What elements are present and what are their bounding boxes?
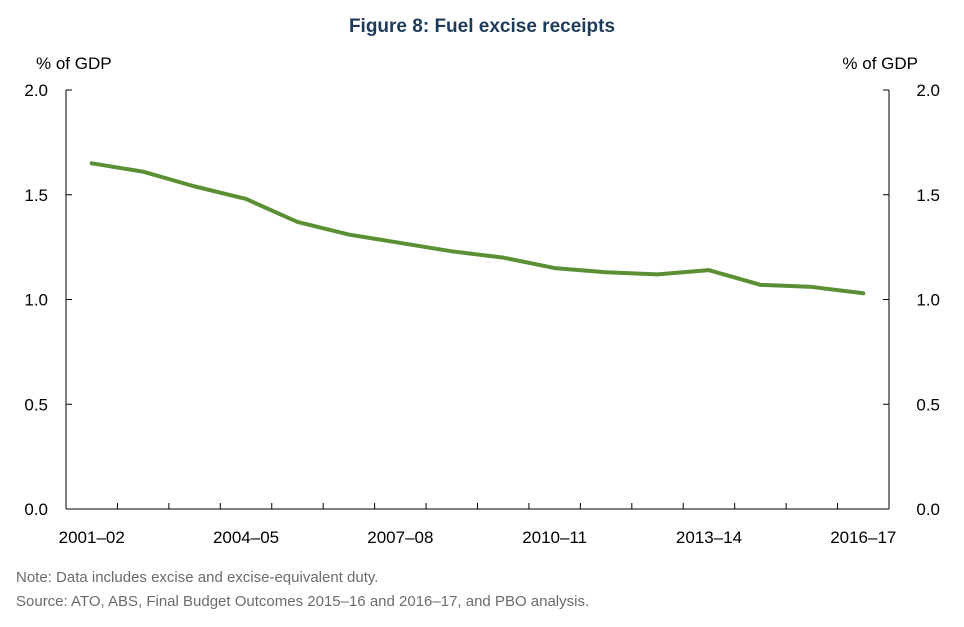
y-axis-label-left: % of GDP <box>36 54 112 73</box>
note-text: Note: Data includes excise and excise-eq… <box>16 569 379 586</box>
x-tick-label: 2010–11 <box>522 528 587 547</box>
y-tick-label-left: 2.0 <box>24 81 48 100</box>
x-tick-label: 2016–17 <box>830 528 896 547</box>
y-tick-label-left: 0.0 <box>24 500 48 519</box>
y-tick-label-left: 0.5 <box>24 395 48 414</box>
chart-notes: Note: Data includes excise and excise-eq… <box>16 566 589 614</box>
y-tick-label-left: 1.5 <box>24 186 48 205</box>
line-chart: 0.0 0.0 0.5 0.5 1.0 1.0 1.5 1.5 2.0 2.0 2001–02 200… <box>24 81 940 547</box>
x-tick-label: 2004–05 <box>213 528 279 547</box>
y-tick-label-left: 1.0 <box>24 291 48 310</box>
y-tick-label-right: 2.0 <box>916 81 940 100</box>
y-tick-label-right: 1.0 <box>916 291 940 310</box>
chart-title: Figure 8: Fuel excise receipts <box>348 16 616 37</box>
x-tick-label: 2001–02 <box>59 528 125 547</box>
y-axis-label-right: % of GDP <box>842 54 918 73</box>
series-line <box>89 161 866 296</box>
y-tick-label-right: 0.5 <box>916 395 940 414</box>
x-tick-label: 2007–08 <box>367 528 433 547</box>
y-tick-label-right: 0.0 <box>916 500 940 519</box>
source-text: Source: ATO, ABS, Final Budget Outcomes … <box>16 593 590 610</box>
y-tick-label-right: 1.5 <box>916 186 940 205</box>
x-tick-label: 2013–14 <box>676 528 742 547</box>
